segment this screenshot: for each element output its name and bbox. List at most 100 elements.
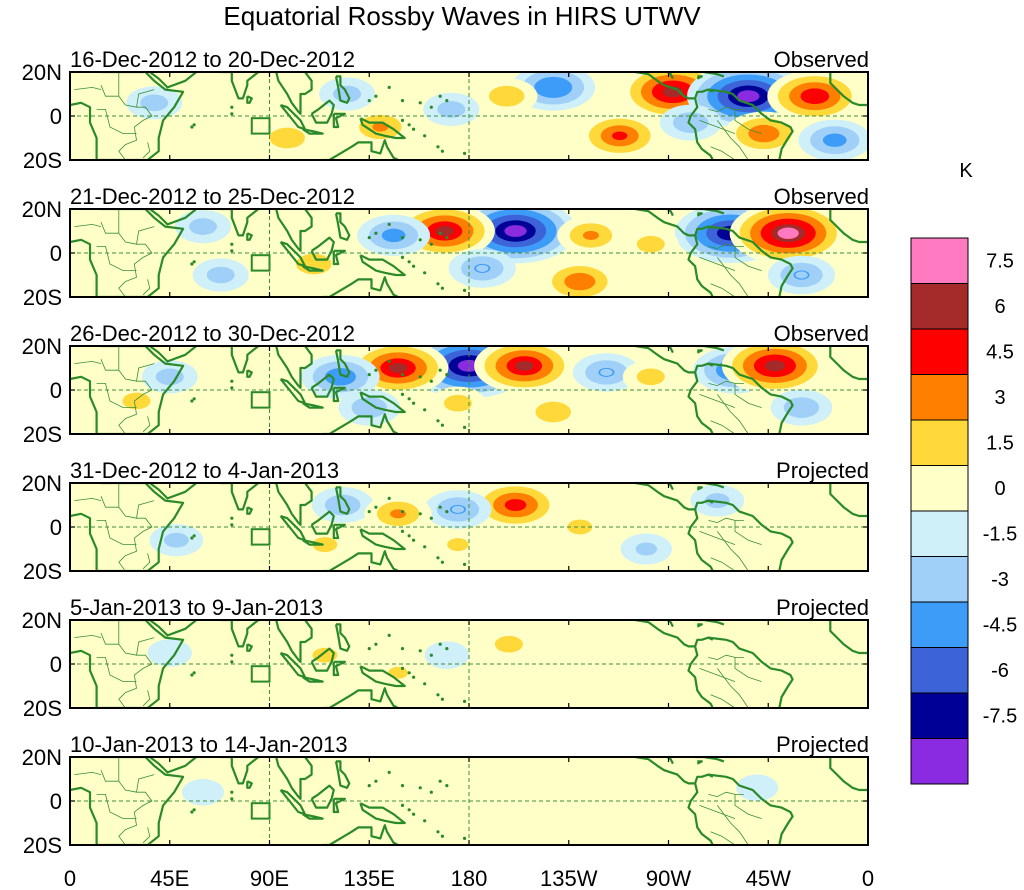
- coastline: [687, 509, 714, 571]
- coastline: [332, 112, 346, 129]
- island: [440, 286, 444, 290]
- border-line: [96, 657, 137, 682]
- anomaly-core: [319, 541, 330, 548]
- border-line: [100, 359, 119, 371]
- colorbar-swatch: [910, 601, 969, 648]
- anomaly-core: [504, 225, 527, 237]
- island: [400, 510, 405, 514]
- coastline: [246, 232, 253, 241]
- region-box: [250, 528, 271, 546]
- coastline: [359, 254, 406, 277]
- anomaly-core: [131, 397, 142, 405]
- y-tick-label: 0: [50, 378, 62, 403]
- island: [438, 505, 442, 509]
- coastline: [246, 95, 253, 104]
- anomaly-core: [547, 408, 559, 416]
- coastline: [322, 413, 399, 434]
- coastline: [332, 523, 346, 540]
- anomaly-core: [453, 541, 463, 548]
- x-tick-label: 45E: [150, 866, 189, 890]
- border-line: [74, 86, 102, 90]
- island: [230, 249, 234, 253]
- island: [423, 271, 427, 275]
- island: [411, 675, 416, 679]
- anomaly-core: [765, 360, 785, 372]
- border-line: [142, 279, 151, 296]
- anomaly-core: [828, 136, 842, 144]
- colorbar-swatch: [910, 510, 969, 557]
- colorbar-label: 4.5: [986, 342, 1014, 364]
- island: [407, 808, 411, 812]
- island: [411, 538, 416, 542]
- island: [418, 375, 422, 379]
- island: [411, 264, 416, 268]
- coastline: [359, 528, 406, 551]
- anomaly-blob: [141, 360, 198, 394]
- coastline: [220, 483, 260, 511]
- coastline: [635, 483, 714, 511]
- border-line: [699, 805, 736, 819]
- island: [462, 562, 467, 567]
- island: [423, 545, 427, 549]
- island: [190, 673, 194, 677]
- coastline: [653, 620, 674, 628]
- anomaly-blob: [622, 227, 679, 261]
- colorbar-swatch: [910, 738, 969, 785]
- border-line: [708, 791, 744, 798]
- island: [230, 112, 234, 116]
- map-panel: 20N 0 20S 10-Jan-2013 to 14-Jan-2013 Project…: [22, 732, 869, 858]
- border-line: [710, 283, 736, 297]
- panel-type-label: Observed: [774, 184, 869, 209]
- anomaly-blob: [424, 641, 470, 670]
- island: [190, 536, 194, 540]
- island: [190, 262, 194, 266]
- border-line: [734, 109, 762, 134]
- colorbar-swatch: [910, 556, 969, 603]
- island: [400, 529, 405, 534]
- island: [387, 359, 391, 363]
- coastline: [70, 346, 185, 434]
- y-tick-label: 20N: [22, 608, 62, 633]
- coastline: [149, 483, 197, 500]
- border-line: [708, 106, 744, 113]
- anomaly-core: [198, 789, 208, 795]
- anomaly-core: [545, 83, 561, 92]
- coastline: [635, 620, 714, 648]
- colorbar-label: -4.5: [983, 615, 1017, 637]
- anomaly-blob: [424, 490, 492, 529]
- anomaly-core: [756, 129, 772, 138]
- coastline: [635, 72, 714, 100]
- longitude-axis: 0 45E 90E 135E 180 135W 90W 45W 0: [64, 866, 874, 890]
- island: [407, 260, 411, 264]
- island: [192, 123, 196, 127]
- country-borders: [74, 483, 762, 571]
- coastline: [829, 346, 868, 381]
- border-line: [118, 620, 153, 708]
- coastline: [829, 757, 868, 792]
- anomaly-field: [126, 72, 868, 160]
- coastline: [310, 373, 335, 398]
- coastline: [334, 623, 351, 652]
- border-line: [142, 827, 151, 844]
- coastline: [829, 209, 868, 244]
- coastline: [691, 483, 725, 489]
- anomaly-blob: [480, 627, 537, 661]
- coastline: [70, 620, 185, 708]
- island: [429, 379, 433, 383]
- map-panel: 20N 0 20S 31-Dec-2012 to 4-Jan-2013 Projecte…: [22, 458, 869, 584]
- border-line: [100, 85, 119, 97]
- border-line: [136, 89, 155, 108]
- coastline: [302, 128, 324, 135]
- island: [400, 373, 405, 377]
- anomaly-core: [572, 277, 588, 286]
- coastline: [653, 757, 674, 765]
- anomaly-blob: [622, 360, 679, 394]
- coastline: [70, 757, 185, 845]
- x-tick-label: 45W: [746, 866, 791, 890]
- island: [423, 682, 427, 686]
- map-panel: 20N 0 20S 16-Dec-2012 to 20-Dec-2012 Observe…: [22, 47, 869, 173]
- coastline: [246, 369, 253, 378]
- border-line: [710, 146, 736, 160]
- border-line: [710, 831, 736, 845]
- island: [400, 118, 405, 122]
